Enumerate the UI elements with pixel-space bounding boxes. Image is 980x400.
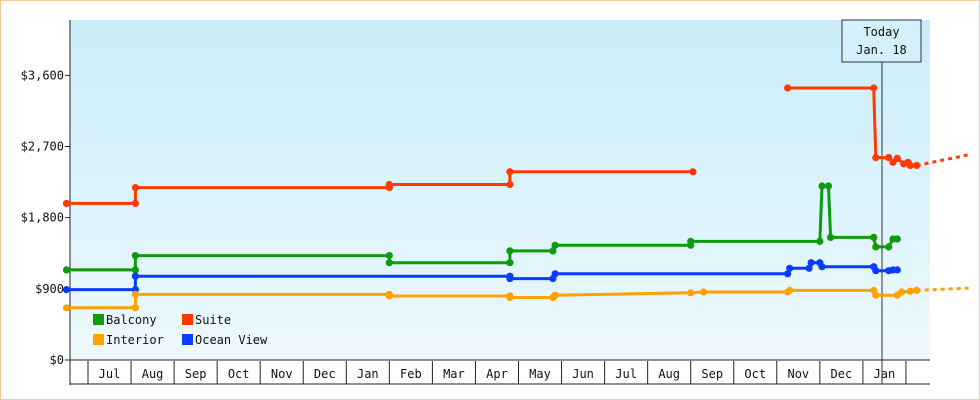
data-point <box>893 235 901 243</box>
data-point <box>62 266 71 274</box>
data-point <box>906 161 914 170</box>
legend-label: Ocean View <box>195 333 268 347</box>
data-point <box>807 259 815 267</box>
data-point <box>687 289 695 297</box>
x-tick-label: Jul <box>615 367 637 381</box>
data-point <box>506 180 514 189</box>
x-tick-label: May <box>529 367 551 381</box>
data-point <box>893 266 901 274</box>
x-tick-label: Mar <box>443 367 465 381</box>
y-tick-label: $900 <box>35 282 64 296</box>
data-point <box>872 154 880 162</box>
data-point <box>131 290 139 298</box>
x-tick-label: Oct <box>744 367 766 381</box>
legend-swatch <box>182 334 193 345</box>
data-point <box>551 291 559 299</box>
x-tick-label: Feb <box>400 367 422 381</box>
data-point <box>818 182 826 190</box>
x-tick-label: Oct <box>228 367 250 381</box>
data-point <box>551 270 559 278</box>
data-point <box>62 304 71 312</box>
data-point <box>816 237 824 245</box>
data-point <box>385 259 393 267</box>
data-point <box>885 243 893 251</box>
x-tick-label: Apr <box>486 367 508 381</box>
data-point <box>885 154 893 162</box>
data-point <box>786 264 794 272</box>
data-point <box>62 199 71 207</box>
legend-label: Suite <box>195 313 231 327</box>
data-point <box>385 180 393 189</box>
data-point <box>687 237 695 245</box>
x-tick-label: Sep <box>185 367 207 381</box>
x-tick-label: Dec <box>831 367 853 381</box>
data-point <box>784 84 792 92</box>
data-point <box>131 272 139 280</box>
data-point <box>872 267 880 275</box>
data-point <box>506 247 514 255</box>
legend-label: Balcony <box>106 313 157 327</box>
x-tick-label: Dec <box>314 367 336 381</box>
data-point <box>506 293 514 302</box>
data-point <box>870 233 878 241</box>
data-point <box>131 252 139 260</box>
data-point <box>551 241 559 249</box>
data-point <box>805 264 813 272</box>
x-tick-label: Jun <box>572 367 594 381</box>
data-point <box>131 199 139 207</box>
data-point <box>506 168 514 176</box>
today-date: Jan. 18 <box>856 43 907 57</box>
data-point <box>385 252 393 260</box>
today-box <box>841 19 922 63</box>
data-point <box>818 263 826 271</box>
x-tick-label: Aug <box>142 367 164 381</box>
data-point <box>700 288 708 296</box>
x-tick-label: Nov <box>271 367 293 381</box>
projection-line <box>916 286 971 292</box>
data-point <box>131 184 139 192</box>
legend-swatch <box>93 334 104 345</box>
data-point <box>872 243 880 251</box>
projection-line <box>916 152 971 167</box>
data-point <box>506 275 514 283</box>
plot-background <box>70 20 930 360</box>
x-tick-label: Jan <box>874 367 896 381</box>
data-point <box>906 287 914 295</box>
data-point <box>786 286 794 294</box>
x-tick-label: Nov <box>787 367 809 381</box>
x-tick-label: Aug <box>658 367 680 381</box>
data-point <box>824 182 833 190</box>
y-tick-label: $0 <box>50 353 64 367</box>
legend-swatch <box>182 314 193 325</box>
data-point <box>131 266 139 274</box>
data-point <box>506 259 514 267</box>
data-point <box>870 84 878 92</box>
data-point <box>784 270 792 278</box>
data-point <box>827 233 835 241</box>
today-label: Today <box>863 25 899 39</box>
x-tick-label: Jan <box>357 367 379 381</box>
y-tick-label: $1,800 <box>21 211 64 225</box>
data-point <box>131 304 139 312</box>
data-point <box>62 286 71 294</box>
y-tick-label: $2,700 <box>21 140 64 154</box>
data-point <box>385 292 393 300</box>
data-point <box>893 154 901 162</box>
y-tick-label: $3,600 <box>21 68 64 82</box>
x-tick-label: Sep <box>701 367 723 381</box>
data-point <box>898 288 906 296</box>
legend-swatch <box>93 314 104 325</box>
data-point <box>872 291 880 299</box>
data-point <box>689 168 697 176</box>
data-point <box>549 247 557 255</box>
legend-label: Interior <box>106 333 164 347</box>
x-tick-label: Jul <box>99 367 121 381</box>
